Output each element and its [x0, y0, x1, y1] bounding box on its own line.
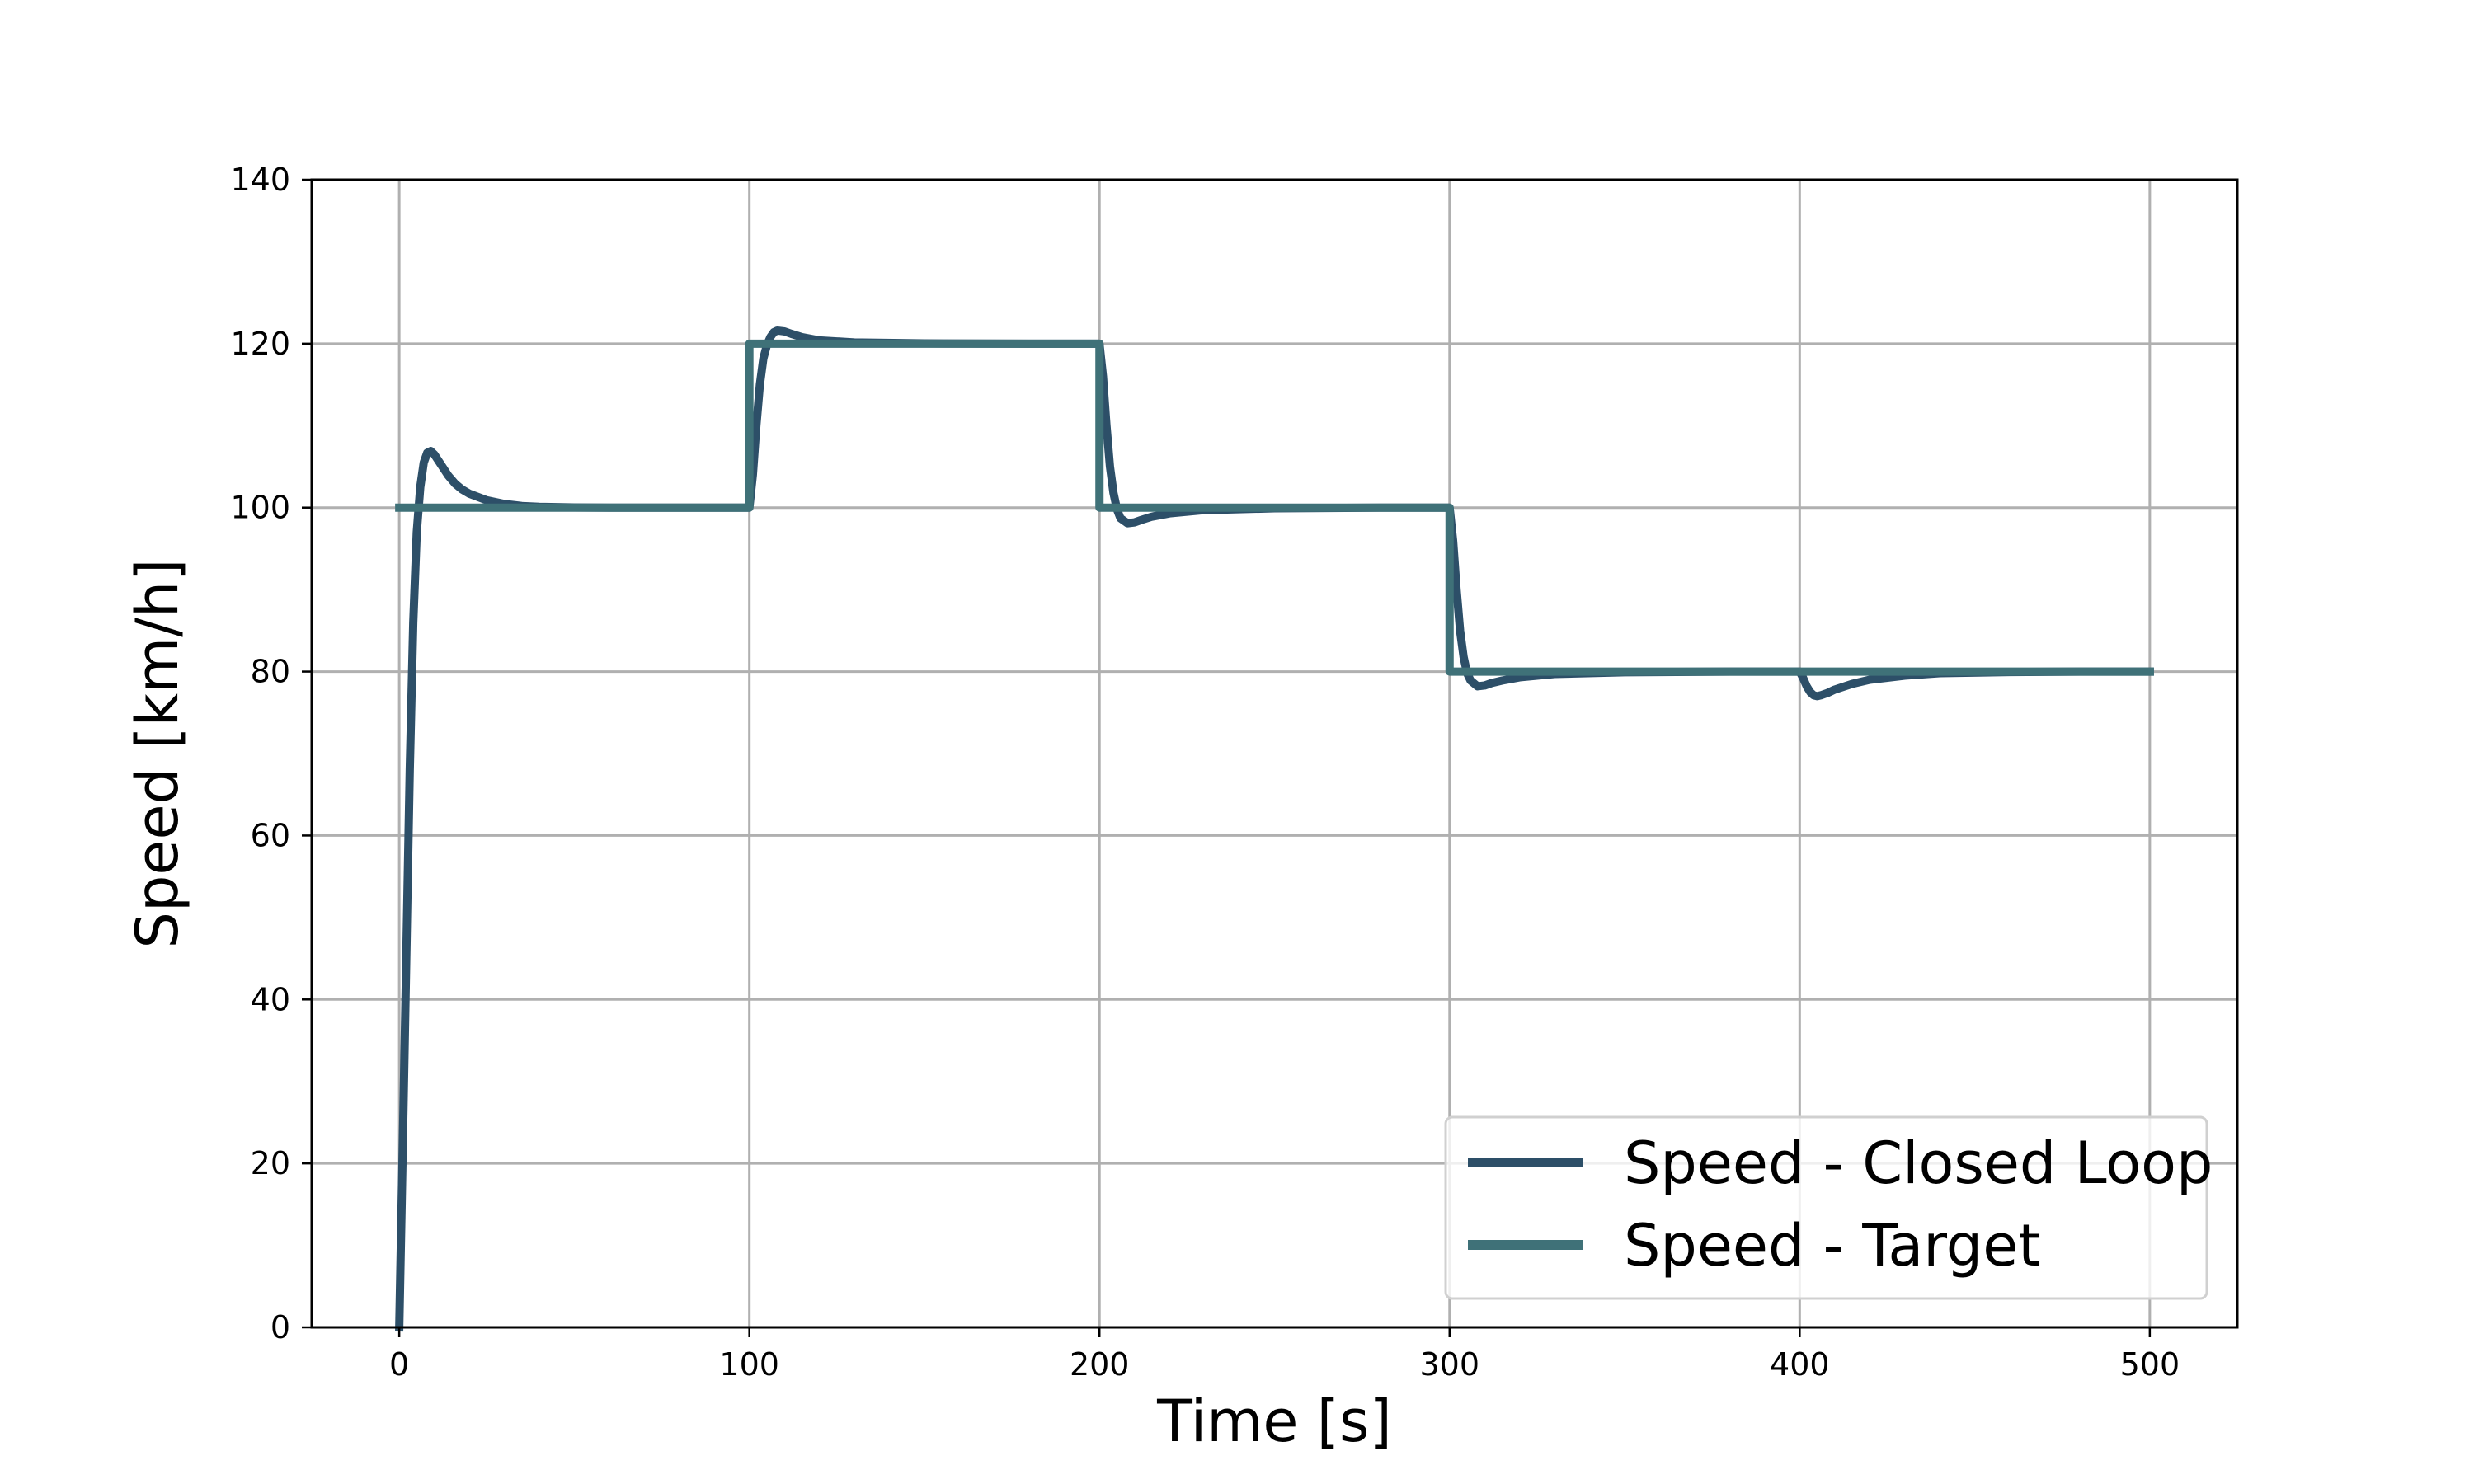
x-tick-label: 500: [2120, 1346, 2180, 1383]
x-tick-label: 400: [1770, 1346, 1830, 1383]
legend: Speed - Closed Loop Speed - Target: [1444, 1115, 2213, 1300]
series-line-0: [395, 326, 2154, 1332]
y-tick-label: 120: [230, 326, 290, 362]
y-tick-label: 60: [251, 817, 290, 853]
y-tick-label: 100: [230, 490, 290, 526]
axis-ticks: 0 100 200 300 400 500 0 20 40 60 80 100 120 140: [230, 162, 2180, 1383]
x-tick-label: 0: [389, 1346, 409, 1383]
y-tick-label: 140: [230, 162, 290, 198]
y-tick-label: 20: [251, 1145, 290, 1181]
legend-box: [1444, 1115, 2208, 1300]
x-axis-label: Time [s]: [1156, 1388, 1392, 1455]
legend-label: Speed - Target: [1624, 1212, 2041, 1280]
series-line-1: [395, 339, 2154, 676]
legend-label: Speed - Closed Loop: [1624, 1129, 2213, 1197]
y-tick-label: 80: [251, 654, 290, 690]
plot-frame: [310, 178, 2239, 1329]
x-tick-label: 200: [1070, 1346, 1130, 1383]
y-tick-label: 0: [270, 1309, 290, 1345]
x-tick-label: 100: [719, 1346, 779, 1383]
x-tick-label: 300: [1420, 1346, 1480, 1383]
y-tick-label: 40: [251, 981, 290, 1017]
series-lines: [395, 326, 2154, 1332]
y-axis-label: Speed [km/h]: [124, 559, 191, 949]
